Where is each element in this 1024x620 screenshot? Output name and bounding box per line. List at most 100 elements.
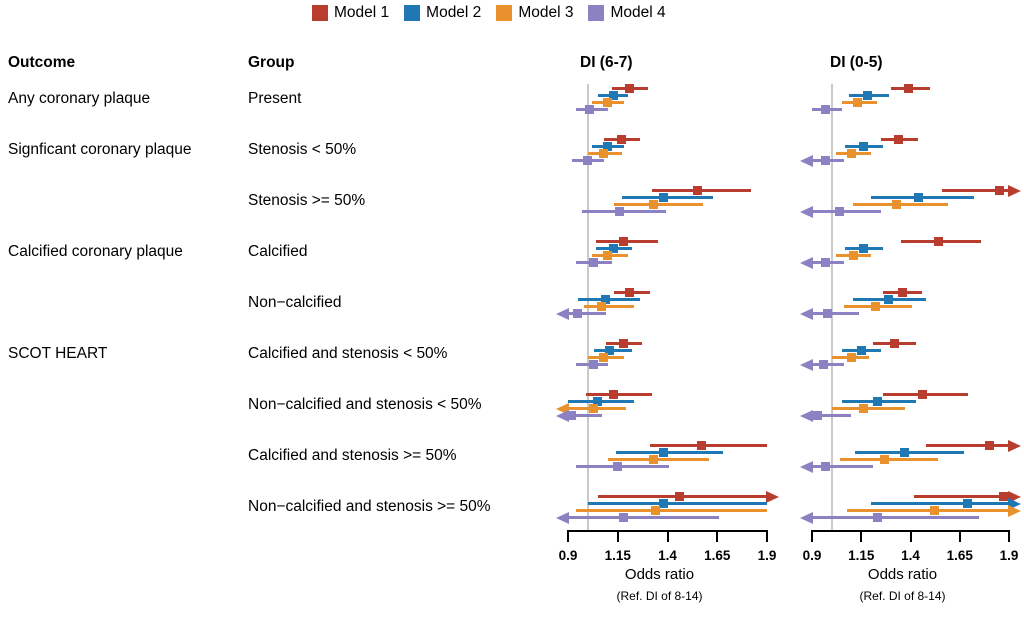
- point-marker: [890, 339, 900, 348]
- point-marker: [835, 207, 845, 216]
- point-marker: [858, 142, 868, 151]
- point-marker: [862, 91, 872, 100]
- x-axis-tick: [766, 530, 768, 542]
- arrow-left-icon: [556, 511, 569, 524]
- point-marker: [929, 506, 939, 515]
- point-marker: [884, 295, 894, 304]
- outcome-label: SCOT HEART: [8, 344, 108, 362]
- point-marker: [599, 353, 609, 362]
- point-marker: [933, 237, 943, 246]
- outcome-label: Any coronary plaque: [8, 89, 151, 107]
- point-marker: [589, 258, 599, 267]
- point-marker: [821, 156, 831, 165]
- ci-line: [942, 189, 1009, 192]
- x-axis-tick: [567, 530, 569, 542]
- arrow-right-icon: [1008, 504, 1021, 517]
- x-axis-tick: [811, 530, 813, 542]
- group-label: Calcified and stenosis < 50%: [248, 344, 448, 362]
- x-axis-tick: [909, 530, 912, 542]
- ci-line: [926, 444, 1009, 447]
- legend-swatch-icon: [588, 5, 605, 21]
- point-marker: [994, 186, 1004, 195]
- ci-line: [812, 516, 980, 519]
- point-marker: [603, 142, 613, 151]
- point-marker: [597, 302, 607, 311]
- ci-line: [812, 465, 874, 468]
- group-column-header: Group: [248, 54, 295, 71]
- point-marker: [615, 207, 625, 216]
- point-marker: [609, 390, 619, 399]
- x-axis-tick: [1008, 530, 1010, 542]
- x-axis-tick-label: 1.15: [604, 548, 631, 563]
- point-marker: [649, 455, 659, 464]
- arrow-right-icon: [1008, 184, 1021, 197]
- arrow-left-icon: [800, 358, 813, 371]
- ci-line: [847, 509, 1009, 512]
- point-marker: [625, 84, 635, 93]
- point-marker: [819, 360, 829, 369]
- point-marker: [659, 448, 669, 457]
- group-label: Calcified and stenosis >= 50%: [248, 446, 457, 464]
- x-axis-ref-note: (Ref. DI of 8-14): [616, 589, 703, 603]
- panel-title-di-0-5: DI (0-5): [830, 54, 883, 71]
- ci-line: [812, 312, 860, 315]
- legend-label: Model 4: [610, 4, 666, 21]
- point-marker: [619, 339, 629, 348]
- point-marker: [603, 98, 613, 107]
- arrow-left-icon: [556, 307, 569, 320]
- x-axis-tick-label: 1.9: [757, 548, 777, 563]
- legend-label: Model 2: [426, 4, 482, 21]
- legend-swatch-icon: [312, 5, 328, 21]
- point-marker: [913, 193, 923, 202]
- ci-line: [583, 305, 634, 308]
- arrow-right-icon: [1008, 439, 1021, 452]
- x-axis-tick-label: 0.9: [558, 548, 578, 563]
- point-marker: [984, 441, 994, 450]
- ci-line: [649, 444, 767, 447]
- x-axis-tick-label: 0.9: [802, 548, 822, 563]
- point-marker: [848, 251, 858, 260]
- ci-line: [587, 502, 767, 505]
- point-marker: [567, 411, 577, 420]
- ci-line: [871, 502, 1009, 505]
- group-label: Present: [248, 89, 302, 107]
- point-marker: [904, 84, 914, 93]
- x-axis-ref-note: (Ref. DI of 8-14): [859, 589, 946, 603]
- group-label: Calcified: [248, 242, 308, 260]
- ci-line: [831, 407, 905, 410]
- point-marker: [659, 193, 669, 202]
- point-marker: [892, 200, 902, 209]
- point-marker: [659, 499, 669, 508]
- point-marker: [696, 441, 706, 450]
- point-marker: [605, 346, 615, 355]
- x-axis-label: Odds ratio: [867, 566, 938, 583]
- legend-label: Model 3: [518, 4, 574, 21]
- x-axis-tick: [860, 530, 863, 542]
- arrow-left-icon: [800, 511, 813, 524]
- arrow-left-icon: [800, 154, 813, 167]
- group-label: Non−calcified: [248, 293, 342, 311]
- point-marker: [599, 149, 609, 158]
- point-marker: [649, 200, 659, 209]
- point-marker: [589, 360, 599, 369]
- group-label: Non−calcified and stenosis < 50%: [248, 395, 482, 413]
- outcome-label: Calcified coronary plaque: [8, 242, 183, 260]
- point-marker: [846, 149, 856, 158]
- point-marker: [692, 186, 702, 195]
- point-marker: [963, 499, 973, 508]
- point-marker: [821, 258, 831, 267]
- x-axis-tick: [666, 530, 669, 542]
- ci-line: [568, 516, 720, 519]
- ci-line: [613, 203, 704, 206]
- point-marker: [674, 492, 684, 501]
- point-marker: [894, 135, 904, 144]
- ci-line: [585, 393, 652, 396]
- arrow-right-icon: [766, 490, 779, 503]
- x-axis-tick-label: 1.65: [946, 548, 973, 563]
- point-marker: [619, 237, 629, 246]
- legend-swatch-icon: [496, 5, 513, 21]
- point-marker: [858, 244, 868, 253]
- reference-line: [586, 84, 589, 532]
- outcome-label: Signficant coronary plaque: [8, 140, 192, 158]
